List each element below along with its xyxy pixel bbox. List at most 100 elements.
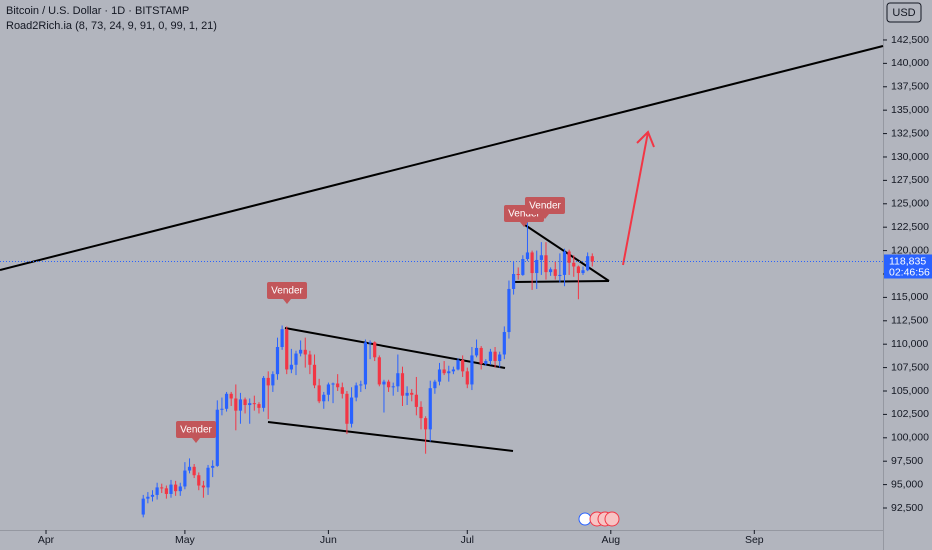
candle-body <box>456 360 460 370</box>
candle-body <box>539 255 543 260</box>
candle-body <box>238 399 243 411</box>
candle-body <box>317 385 321 402</box>
chart-title: Bitcoin / U.S. Dollar · 1D · BITSTAMP <box>6 5 189 17</box>
candle-body <box>201 485 206 488</box>
candle-body <box>549 269 553 273</box>
candle-body <box>414 394 418 407</box>
candle-body <box>252 403 256 405</box>
candle-body <box>488 351 493 362</box>
candle-body <box>590 256 594 262</box>
annotation: Vender <box>529 201 561 212</box>
candle-body <box>312 364 317 386</box>
last-price-box <box>884 254 932 279</box>
annotation: Vender <box>180 425 212 436</box>
trend-line <box>0 45 884 271</box>
candle-body <box>558 274 562 276</box>
candle-body <box>581 270 585 274</box>
candle-body <box>386 381 391 388</box>
event-icon[interactable] <box>604 511 620 527</box>
y-tick-label: 95,000 <box>891 478 923 490</box>
x-tick-label: Sep <box>745 534 764 546</box>
candle-body <box>368 342 372 344</box>
candle-body <box>340 387 344 394</box>
axes: 92,500 95,000 97,500 100,000 102,500 105,000 1… <box>0 34 932 546</box>
candle-body <box>419 406 423 419</box>
candle-body <box>271 374 275 386</box>
candle-body <box>479 347 483 364</box>
candle-body <box>511 273 516 289</box>
candle-body <box>433 381 437 389</box>
candle-body <box>535 259 539 274</box>
candle-body <box>160 487 164 489</box>
candle-body <box>572 262 576 267</box>
y-tick-label: 127,500 <box>891 174 929 186</box>
annotation-pointer <box>520 222 528 227</box>
candle-body <box>322 394 326 402</box>
candles <box>141 221 594 518</box>
candle-body <box>229 393 233 399</box>
candle-body <box>525 252 530 260</box>
event-icon[interactable] <box>578 512 592 526</box>
y-tick-label: 102,500 <box>891 408 929 420</box>
indicator-label: Road2Rich.ia (8, 73, 24, 9, 91, 0, 99, 1… <box>6 20 217 32</box>
last-price-label: 118,835 <box>889 255 926 267</box>
candle-body <box>516 273 520 275</box>
y-tick-label: 105,000 <box>891 385 929 397</box>
candle-body <box>377 357 381 385</box>
candle-body <box>396 373 400 387</box>
candle-body <box>289 364 293 370</box>
y-tick-label: 135,000 <box>891 104 929 116</box>
y-tick-label: 92,500 <box>891 502 923 514</box>
candle-body <box>234 398 238 411</box>
currency[interactable]: USD <box>892 7 915 19</box>
candle-body <box>465 371 469 385</box>
candle-body <box>261 377 266 408</box>
candle-body <box>410 392 414 395</box>
candle-body <box>470 355 474 385</box>
annotation-pointer <box>541 214 549 219</box>
candle-body <box>308 354 312 365</box>
candle-body <box>243 399 247 406</box>
candle-body <box>303 349 307 355</box>
y-tick-label: 122,500 <box>891 221 929 233</box>
candle-body <box>211 465 215 468</box>
x-tick-label: Aug <box>601 534 620 546</box>
x-tick-label: May <box>175 534 196 546</box>
candle-body <box>451 369 455 372</box>
candle-body <box>266 377 270 386</box>
candle-body <box>299 349 303 354</box>
y-tick-label: 97,500 <box>891 455 923 467</box>
candle-body <box>345 393 349 424</box>
y-tick-label: 142,500 <box>891 34 929 46</box>
annotation-box <box>267 282 307 299</box>
candle-body <box>474 347 479 356</box>
annotation-box <box>176 421 216 438</box>
candle-body <box>382 381 386 385</box>
candle-body <box>405 392 409 396</box>
candle-body <box>331 383 335 385</box>
event-icons <box>578 511 620 527</box>
candle-body <box>354 385 358 398</box>
candle-body <box>484 361 488 364</box>
candle-body <box>141 498 145 515</box>
annotation: Vender <box>508 209 540 220</box>
candle-body <box>178 486 182 492</box>
candle-body <box>294 353 298 365</box>
candle-body <box>169 484 173 494</box>
x-tick-label: Jul <box>461 534 474 546</box>
currency-box[interactable] <box>886 2 922 23</box>
candle-body <box>326 384 331 395</box>
candle-body <box>280 329 284 347</box>
x-tick-label: Apr <box>38 534 55 546</box>
y-tick-label: 130,000 <box>891 151 929 163</box>
y-tick-label: 100,000 <box>891 432 929 444</box>
y-tick-label: 112,500 <box>891 315 928 327</box>
candle-body <box>257 404 261 408</box>
candle-body <box>493 351 497 362</box>
candle-body <box>150 494 155 497</box>
x-tick-label: Jun <box>320 534 337 546</box>
channel-upper <box>284 327 506 369</box>
triangle-lower <box>512 280 610 283</box>
candle-body <box>498 354 502 362</box>
